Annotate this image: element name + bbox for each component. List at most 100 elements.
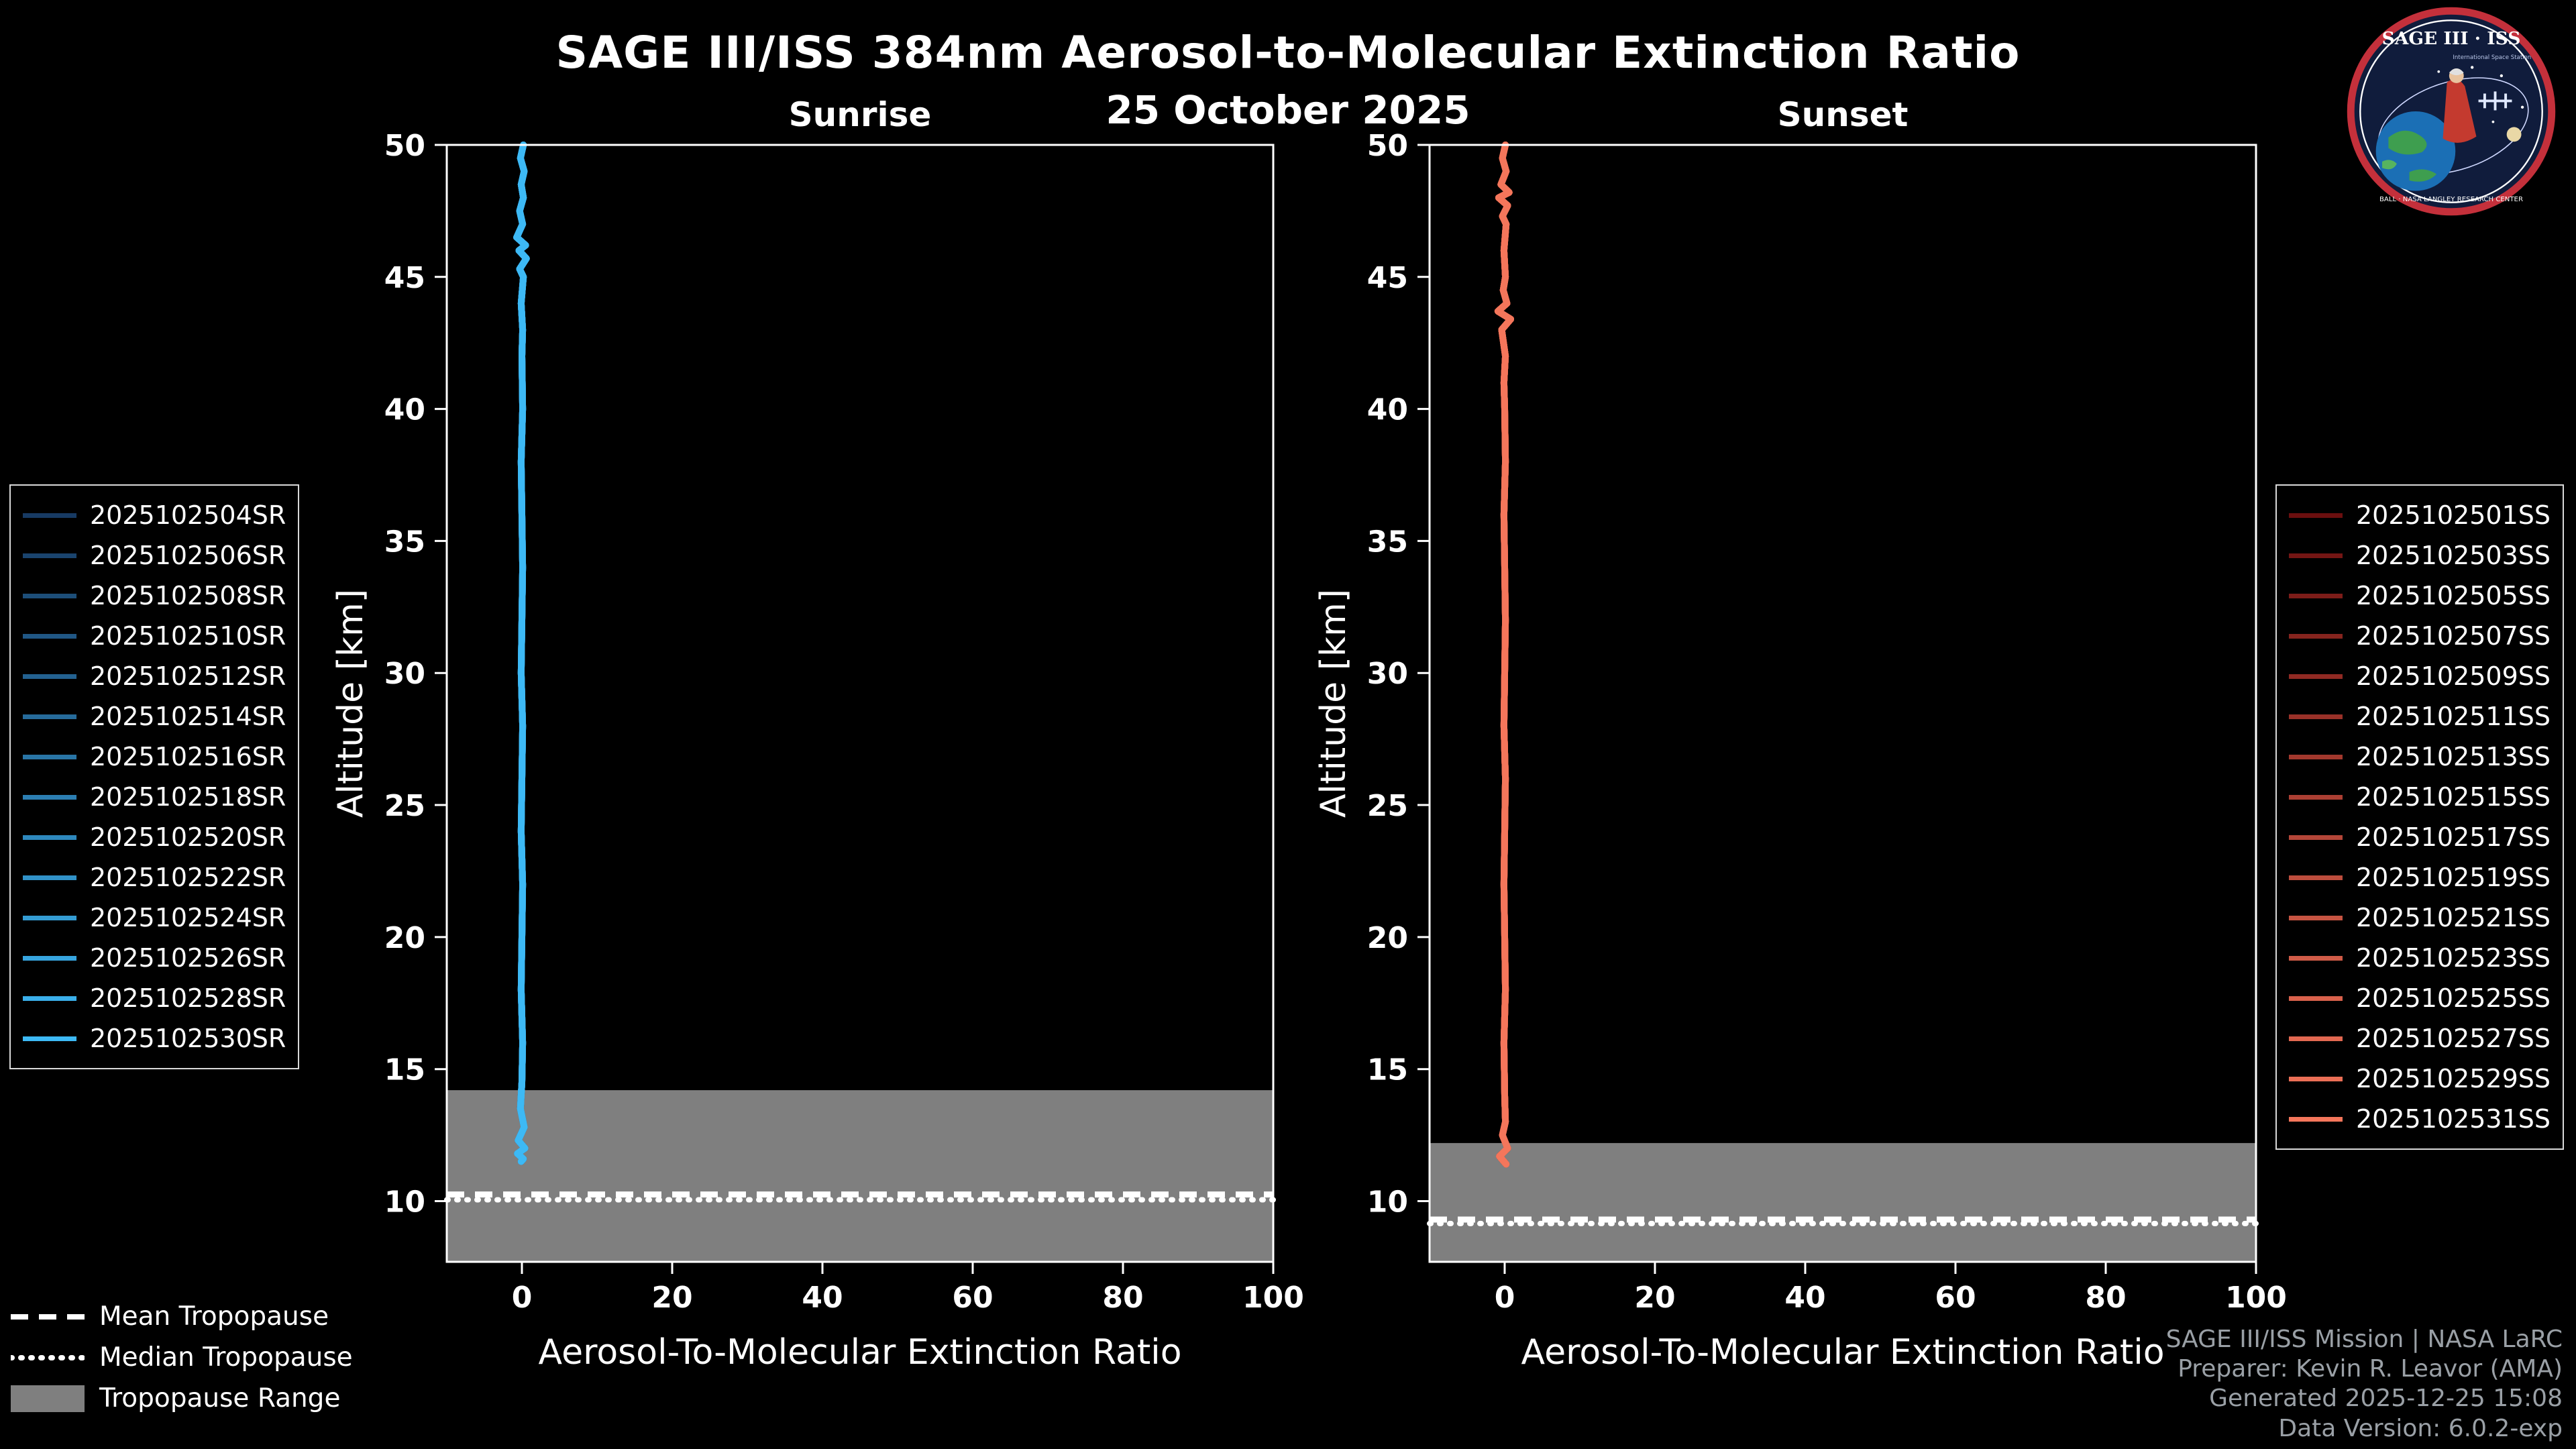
y-tick-label: 20 [384, 921, 425, 955]
legend-line-swatch [2288, 835, 2343, 840]
legend-line-swatch [23, 633, 76, 639]
tropopause-range-label: Tropopause Range [99, 1383, 341, 1413]
y-tick-label: 35 [384, 525, 425, 559]
legend-label: 2025102525SS [2355, 983, 2551, 1013]
legend-item: 2025102506SR [23, 535, 286, 576]
legend-item: 2025102505SS [2288, 576, 2551, 616]
sunset-panel-title: Sunset [1777, 95, 1909, 134]
x-tick-label: 20 [651, 1281, 692, 1315]
y-tick-label: 10 [1367, 1185, 1408, 1220]
sunrise-plot: 0 20 40 60 80 100 10 15 20 25 30 35 40 45 50 Aerosol-To… [331, 131, 1304, 1373]
legend-line-swatch [2288, 593, 2343, 598]
patch-subtitle: International Space Station [2453, 54, 2531, 61]
y-axis-label: Altitude [km] [1313, 589, 1354, 818]
legend-line-swatch [23, 996, 76, 1001]
x-tick-label: 100 [2225, 1281, 2287, 1315]
y-tick-label: 25 [384, 789, 425, 823]
legend-line-swatch [23, 875, 76, 880]
x-axis-label: Aerosol-To-Molecular Extinction Ratio [1521, 1332, 2164, 1373]
legend-item: 2025102527SS [2288, 1018, 2551, 1059]
legend-line-swatch [23, 754, 76, 759]
legend-line-swatch [23, 955, 76, 961]
legend-line-swatch [23, 794, 76, 800]
moon-icon [2506, 127, 2522, 142]
legend-label: 2025102506SR [90, 541, 286, 570]
legend-line-swatch [23, 553, 76, 558]
page-title: SAGE III/ISS 384nm Aerosol-to-Molecular … [555, 27, 2021, 78]
y-tick-label: 35 [1367, 525, 1408, 559]
legend-line-swatch [2288, 915, 2343, 920]
legend-label: 2025102504SR [90, 500, 286, 530]
legend-label: 2025102530SR [90, 1024, 286, 1053]
iss-icon [2478, 91, 2512, 111]
legend-item: 2025102510SR [23, 616, 286, 656]
patch-inner-ring [2359, 19, 2543, 203]
plot-border [1428, 144, 2257, 1263]
legend-label: 2025102510SR [90, 621, 286, 651]
legend-label: 2025102528SR [90, 983, 286, 1013]
legend-item: 2025102518SR [23, 777, 286, 817]
patch-ring-text: BALL · NASA LANGLEY RESEARCH CENTER [2379, 196, 2523, 203]
credit-mission: SAGE III/ISS Mission | NASA LaRC [2165, 1325, 2563, 1353]
legend-line-swatch [2288, 754, 2343, 759]
legend-label: 2025102513SS [2355, 742, 2551, 771]
y-tick-label: 10 [384, 1185, 425, 1220]
legend-line-swatch [2288, 1076, 2343, 1081]
legend-item: 2025102522SR [23, 857, 286, 898]
legend-label: 2025102521SS [2355, 903, 2551, 932]
x-tick-label: 80 [2085, 1281, 2126, 1315]
x-tick-label: 0 [512, 1281, 533, 1315]
median-tropopause-label: Median Tropopause [99, 1342, 353, 1373]
credit-version: Data Version: 6.0.2-exp [2278, 1414, 2563, 1442]
legend-label: 2025102517SS [2355, 822, 2551, 852]
legend-item: 2025102515SS [2288, 777, 2551, 817]
sage-figure-icon [2443, 68, 2477, 143]
y-tick-label: 50 [1367, 131, 1408, 163]
legend-line-swatch [2288, 553, 2343, 558]
legend-label: 2025102503SS [2355, 541, 2551, 570]
legend-item: 2025102523SS [2288, 938, 2551, 978]
legend-label: 2025102529SS [2355, 1064, 2551, 1093]
x-axis-label: Aerosol-To-Molecular Extinction Ratio [538, 1332, 1181, 1373]
legend-label: 2025102523SS [2355, 943, 2551, 973]
legend-item: 2025102524SR [23, 898, 286, 938]
x-tick-label: 60 [952, 1281, 993, 1315]
legend-label: 2025102509SS [2355, 661, 2551, 691]
legend-item: 2025102519SS [2288, 857, 2551, 898]
credit-preparer: Preparer: Kevin R. Leavor (AMA) [2178, 1355, 2563, 1383]
legend-label: 2025102527SS [2355, 1024, 2551, 1053]
x-tick-label: 40 [1784, 1281, 1825, 1315]
legend-line-swatch [2288, 714, 2343, 719]
sunset-legend: 2025102501SS 2025102503SS 2025102505SS 2025… [2275, 484, 2564, 1150]
y-tick-label: 50 [384, 131, 425, 163]
earth-icon [2375, 111, 2456, 191]
legend-label: 2025102512SR [90, 661, 286, 691]
legend-label: 2025102520SR [90, 822, 286, 852]
profile-line-2025102531SS [1494, 142, 1514, 1168]
legend-item: 2025102507SS [2288, 616, 2551, 656]
legend-label: 2025102519SS [2355, 863, 2551, 892]
legend-item: 2025102526SR [23, 938, 286, 978]
mission-patch-logo: SAGE III · ISS International Space Stati… [2347, 7, 2556, 216]
tropopause-range-band [447, 1090, 1273, 1262]
legend-item: 2025102521SS [2288, 898, 2551, 938]
median-tropopause-legend-item: Median Tropopause [11, 1337, 353, 1378]
plot-border [445, 144, 1275, 1263]
legend-item: 2025102517SS [2288, 817, 2551, 857]
dotted-line-icon [11, 1351, 85, 1364]
date-subtitle: 25 October 2025 [1106, 87, 1470, 133]
profile-line-2025102530SR [513, 142, 530, 1165]
legend-item: 2025102525SS [2288, 978, 2551, 1018]
sunrise-panel-title: Sunrise [788, 95, 932, 134]
legend-line-swatch [2288, 1036, 2343, 1041]
legend-item: 2025102530SR [23, 1018, 286, 1059]
y-tick-label: 15 [1367, 1053, 1408, 1087]
patch-title: SAGE III · ISS [2382, 28, 2521, 49]
legend-line-swatch [23, 513, 76, 518]
legend-line-swatch [2288, 794, 2343, 800]
y-axis-label: Altitude [km] [331, 589, 371, 818]
legend-line-swatch [23, 835, 76, 840]
legend-line-swatch [23, 915, 76, 920]
sunrise-legend: 2025102504SR 2025102506SR 2025102508SR 2025… [9, 484, 300, 1069]
legend-item: 2025102529SS [2288, 1059, 2551, 1099]
